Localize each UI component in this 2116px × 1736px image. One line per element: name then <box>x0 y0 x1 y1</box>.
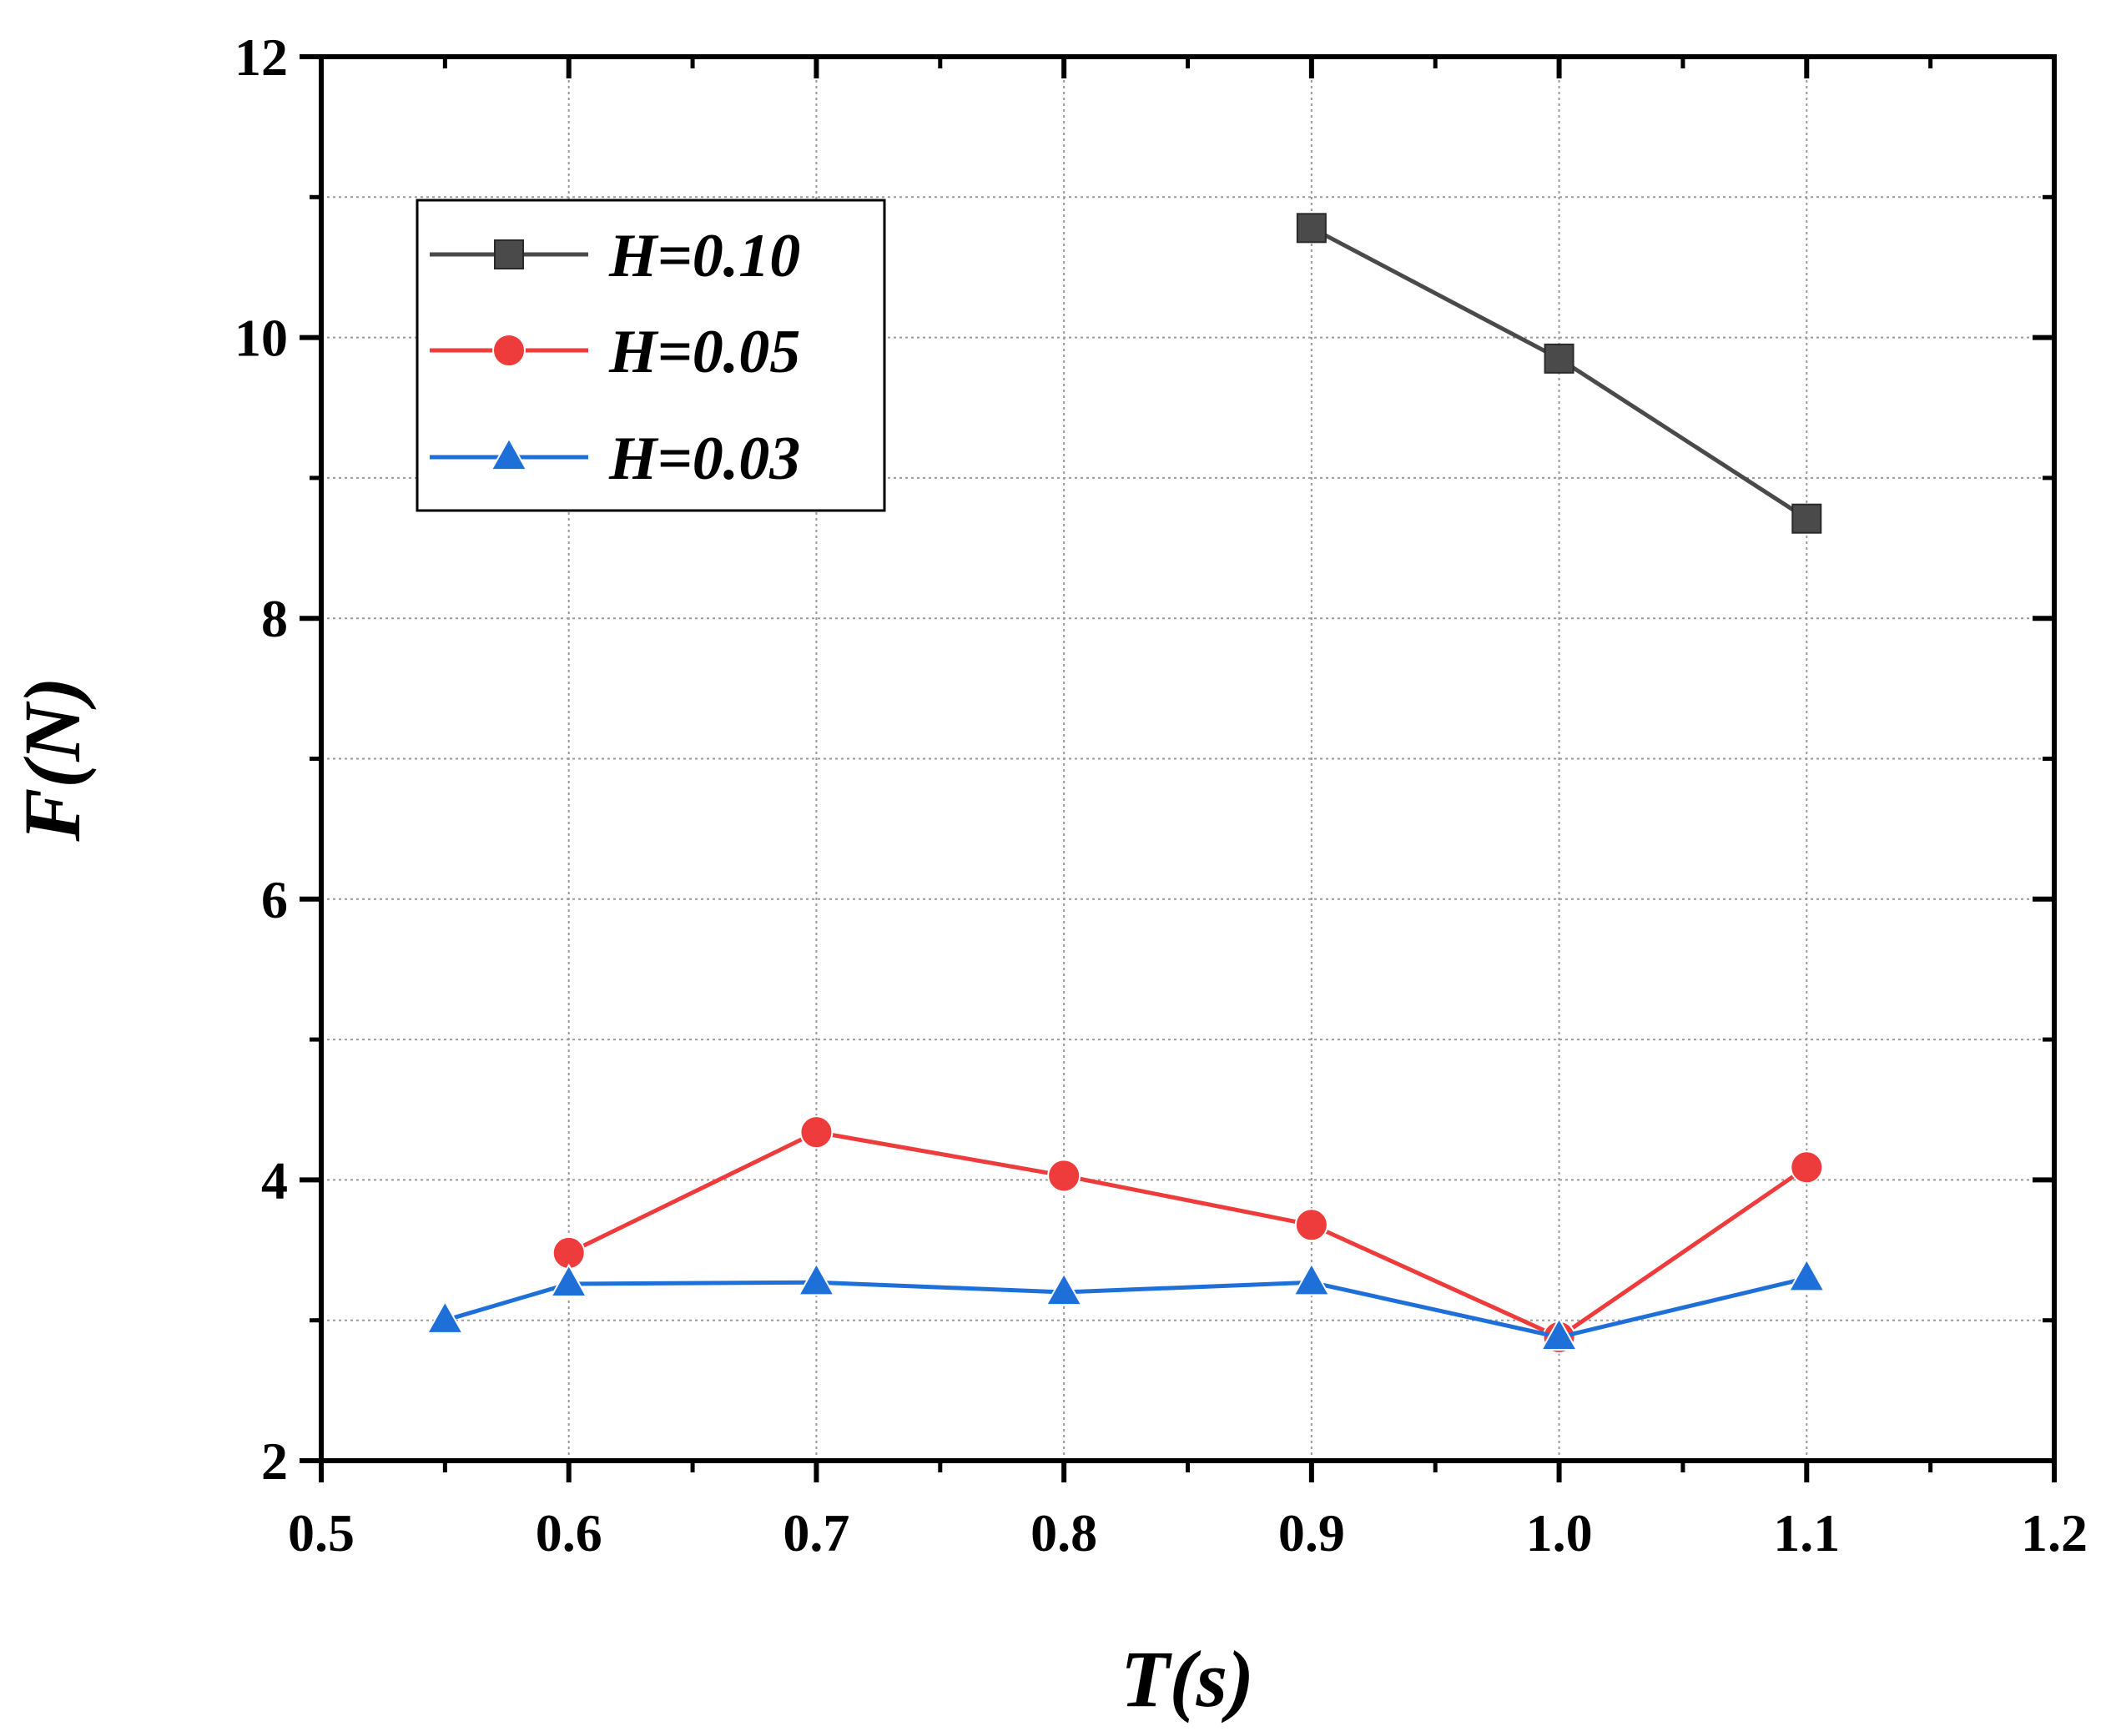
legend-marker <box>490 436 528 471</box>
data-point <box>1296 213 1327 244</box>
y-tick-label: 8 <box>261 589 288 648</box>
x-tick-label: 0.8 <box>1030 1503 1097 1562</box>
legend-marker <box>494 239 524 269</box>
y-tick-label: 4 <box>261 1150 288 1210</box>
data-point <box>1047 1159 1081 1193</box>
x-axis-title: T(s) <box>1121 1634 1254 1723</box>
legend: H=0.10 H=0.05 H=0.03 <box>416 199 886 512</box>
data-point <box>426 1300 465 1334</box>
y-axis-title: F(N) <box>8 677 97 842</box>
series-H=0.10 <box>1296 213 1822 534</box>
x-tick-label: 0.9 <box>1278 1503 1345 1562</box>
x-tick-label: 1.0 <box>1526 1503 1593 1562</box>
x-tick-label: 1.2 <box>2021 1503 2088 1562</box>
series-H=0.05 <box>552 1115 1824 1354</box>
data-point <box>550 1263 588 1298</box>
data-point <box>1544 343 1574 374</box>
data-point <box>1045 1271 1083 1306</box>
x-tick-label: 0.7 <box>783 1503 849 1562</box>
y-tick-label: 6 <box>261 870 288 929</box>
x-tick-label: 0.5 <box>288 1503 355 1562</box>
series-line <box>567 1130 1808 1340</box>
data-point <box>1292 1261 1331 1296</box>
legend-label: H=0.05 <box>608 318 800 386</box>
data-point <box>1539 1316 1579 1351</box>
grid-lines <box>321 57 2054 1461</box>
data-point <box>1791 503 1822 534</box>
data-point <box>1790 1150 1824 1185</box>
data-point <box>797 1261 836 1296</box>
axis-ticks: 0.5 0.6 0.7 0.8 0.9 1.0 1.1 1.2 2 4 6 8 10 12 <box>234 28 2088 1562</box>
data-point <box>1787 1257 1826 1292</box>
legend-item: H=0.03 <box>430 425 800 493</box>
data-point <box>799 1115 834 1150</box>
y-tick-label: 10 <box>234 309 288 368</box>
legend-label: H=0.03 <box>608 425 800 493</box>
x-tick-label: 0.6 <box>536 1503 602 1562</box>
x-tick-label: 1.1 <box>1773 1503 1840 1562</box>
legend-item: H=0.10 <box>430 222 800 290</box>
data-point <box>1294 1208 1328 1242</box>
series-layer <box>426 213 1826 1354</box>
y-tick-label: 12 <box>234 28 288 87</box>
series-H=0.03 <box>426 1257 1826 1351</box>
legend-label: H=0.10 <box>608 222 800 290</box>
y-tick-label: 2 <box>261 1432 288 1491</box>
legend-marker <box>492 334 526 367</box>
legend-item: H=0.05 <box>430 318 800 386</box>
